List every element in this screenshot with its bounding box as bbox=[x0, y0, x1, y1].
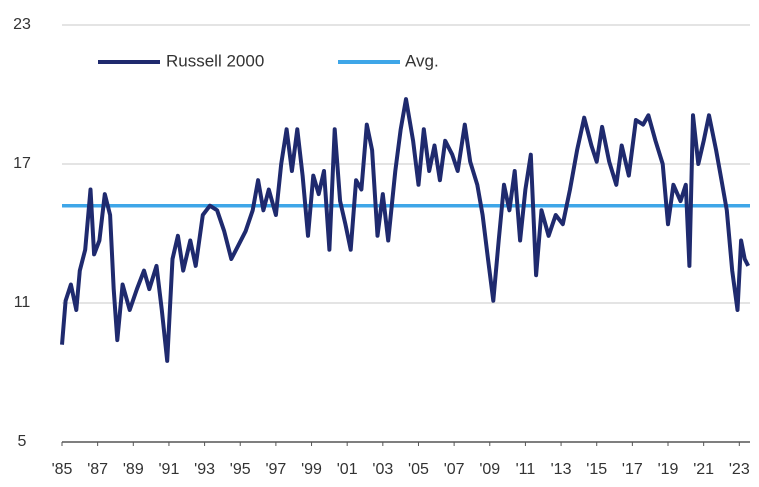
x-tick-label: '21 bbox=[693, 461, 714, 478]
x-tick-label: '01 bbox=[337, 461, 358, 478]
x-tick-label: '93 bbox=[194, 461, 215, 478]
x-tick-label: '89 bbox=[123, 461, 144, 478]
x-tick-label: '99 bbox=[301, 461, 322, 478]
y-tick-label: 11 bbox=[14, 294, 31, 311]
x-tick-label: '23 bbox=[729, 461, 750, 478]
x-tick-label: '91 bbox=[159, 461, 180, 478]
legend-label: Avg. bbox=[405, 51, 439, 70]
x-tick-label: '19 bbox=[658, 461, 679, 478]
y-tick-label: 17 bbox=[13, 155, 31, 172]
x-tick-label: '03 bbox=[372, 461, 393, 478]
x-tick-label: '11 bbox=[516, 461, 536, 478]
y-tick-label: 5 bbox=[18, 433, 27, 450]
x-tick-label: '15 bbox=[586, 461, 607, 478]
x-tick-label: '07 bbox=[444, 461, 465, 478]
x-tick-label: '13 bbox=[551, 461, 572, 478]
x-tick-label: '97 bbox=[265, 461, 286, 478]
legend: Russell 2000 Avg. bbox=[98, 51, 439, 70]
x-tick-label: '05 bbox=[408, 461, 429, 478]
legend-label: Russell 2000 bbox=[166, 51, 264, 70]
x-tick-label: '95 bbox=[230, 461, 251, 478]
series-line bbox=[60, 97, 750, 363]
y-tick-label: 23 bbox=[13, 16, 31, 33]
x-tick-label: '09 bbox=[479, 461, 500, 478]
x-tick-label: '17 bbox=[622, 461, 643, 478]
x-tick-label: '85 bbox=[52, 461, 73, 478]
x-tick-label: '87 bbox=[87, 461, 108, 478]
